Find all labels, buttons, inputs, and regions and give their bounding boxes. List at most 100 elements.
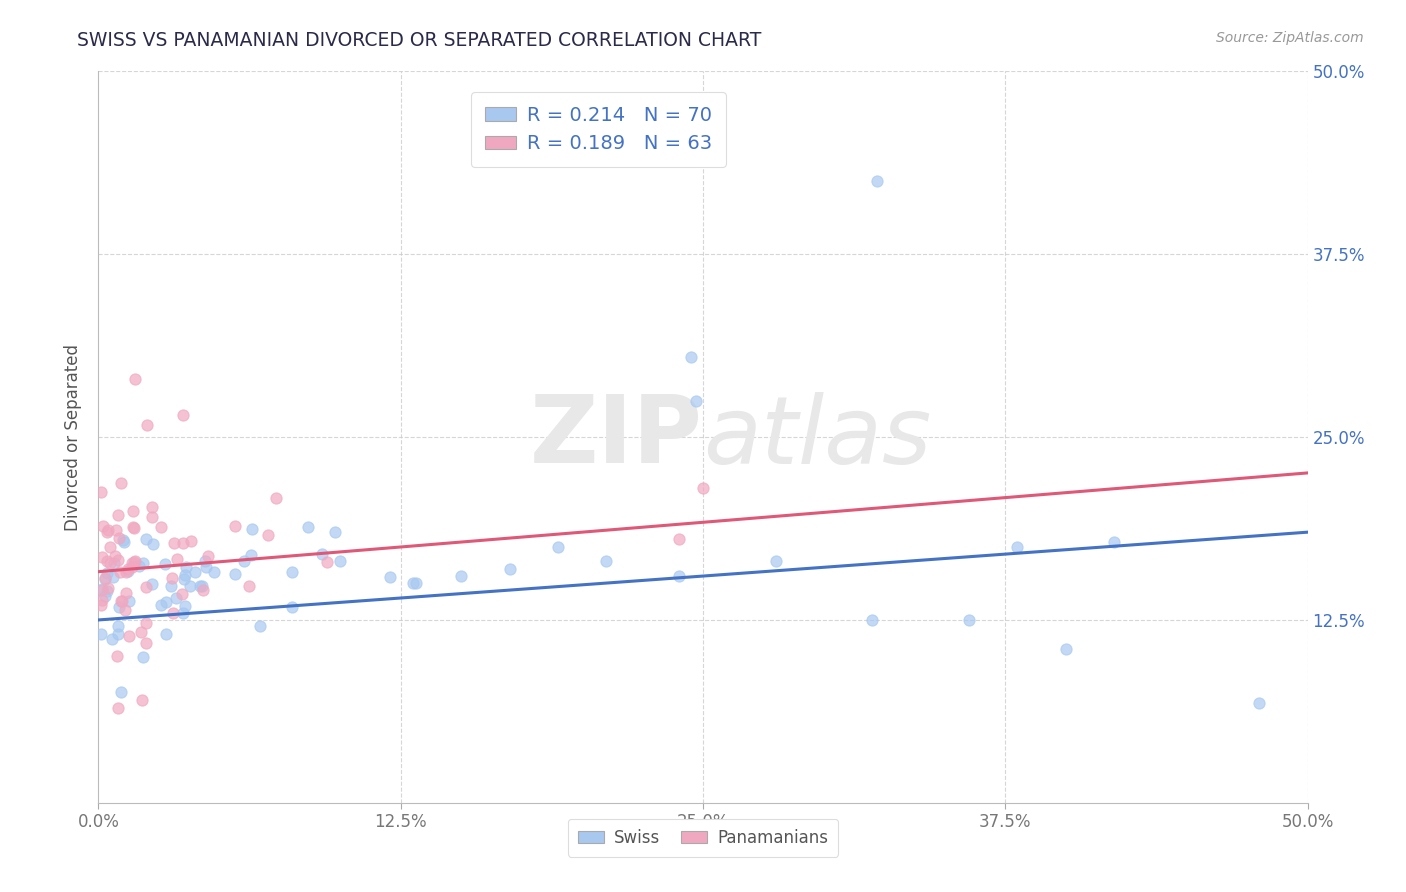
Point (132, 556, 155, 570)
Text: SWISS VS PANAMANIAN DIVORCED OR SEPARATED CORRELATION CHART: SWISS VS PANAMANIAN DIVORCED OR SEPARATE… (77, 31, 762, 50)
Point (957, 613, 980, 627)
Point (104, 549, 127, 563)
Point (107, 599, 129, 614)
Point (101, 570, 124, 584)
Point (239, 548, 262, 562)
Point (547, 540, 569, 554)
Point (141, 500, 163, 515)
Point (297, 520, 319, 534)
Point (311, 547, 333, 561)
Point (112, 533, 135, 547)
Text: ZIP: ZIP (530, 391, 703, 483)
Point (232, 554, 254, 568)
Point (281, 600, 304, 615)
Point (160, 579, 183, 593)
Point (450, 569, 472, 583)
Point (97, 581, 120, 595)
Point (96, 583, 118, 598)
Point (96, 524, 118, 539)
Point (94, 590, 117, 604)
Point (194, 554, 217, 568)
Point (685, 393, 707, 408)
Point (224, 566, 246, 581)
Point (131, 693, 153, 707)
Point (325, 525, 347, 540)
Text: Source: ZipAtlas.com: Source: ZipAtlas.com (1216, 31, 1364, 45)
Point (107, 627, 129, 641)
Point (174, 568, 197, 582)
Point (142, 536, 165, 550)
Point (94, 571, 117, 585)
Point (172, 606, 194, 620)
Point (1054, 642, 1077, 657)
Point (191, 583, 214, 598)
Point (173, 572, 195, 586)
Point (90, 599, 112, 613)
Point (194, 560, 217, 574)
Point (91, 518, 114, 533)
Point (121, 556, 143, 570)
Point (115, 586, 138, 600)
Point (90, 582, 112, 597)
Point (122, 521, 145, 535)
Point (191, 579, 214, 593)
Point (174, 560, 197, 574)
Point (114, 566, 136, 580)
Point (135, 418, 157, 433)
Point (166, 552, 188, 566)
Legend: Swiss, Panamanians: Swiss, Panamanians (568, 819, 838, 856)
Point (165, 591, 187, 605)
Point (240, 522, 263, 536)
Point (1007, 540, 1029, 554)
Point (668, 569, 690, 583)
Point (595, 554, 617, 568)
Point (105, 523, 128, 537)
Point (402, 576, 425, 591)
Point (162, 571, 184, 585)
Point (107, 618, 129, 632)
Point (257, 528, 280, 542)
Point (112, 535, 135, 549)
Point (155, 626, 177, 640)
Point (188, 579, 211, 593)
Point (91, 592, 114, 607)
Text: atlas: atlas (703, 392, 931, 483)
Point (172, 535, 194, 549)
Point (108, 532, 131, 546)
Point (765, 554, 787, 568)
Point (132, 649, 155, 664)
Point (162, 606, 184, 620)
Point (117, 562, 139, 576)
Point (204, 565, 226, 579)
Point (668, 533, 690, 547)
Point (238, 579, 260, 593)
Point (96, 554, 118, 568)
Point (90, 627, 112, 641)
Point (860, 613, 883, 627)
Point (281, 565, 304, 579)
Point (110, 685, 132, 699)
Point (172, 408, 194, 422)
Point (90, 485, 112, 500)
Point (117, 565, 139, 579)
Point (170, 587, 193, 601)
Point (121, 560, 143, 574)
Point (329, 554, 352, 568)
Point (150, 598, 173, 612)
Point (128, 558, 150, 573)
Point (380, 570, 402, 584)
Point (91, 549, 114, 564)
Point (134, 636, 156, 650)
Y-axis label: Divorced or Separated: Divorced or Separated (65, 343, 83, 531)
Point (98, 556, 121, 570)
Point (149, 520, 172, 534)
Point (107, 552, 129, 566)
Point (97, 524, 120, 538)
Point (107, 700, 129, 714)
Point (405, 576, 427, 591)
Point (98, 540, 121, 554)
Point (141, 510, 163, 524)
Point (105, 648, 128, 663)
Point (135, 615, 157, 630)
Point (315, 555, 337, 569)
